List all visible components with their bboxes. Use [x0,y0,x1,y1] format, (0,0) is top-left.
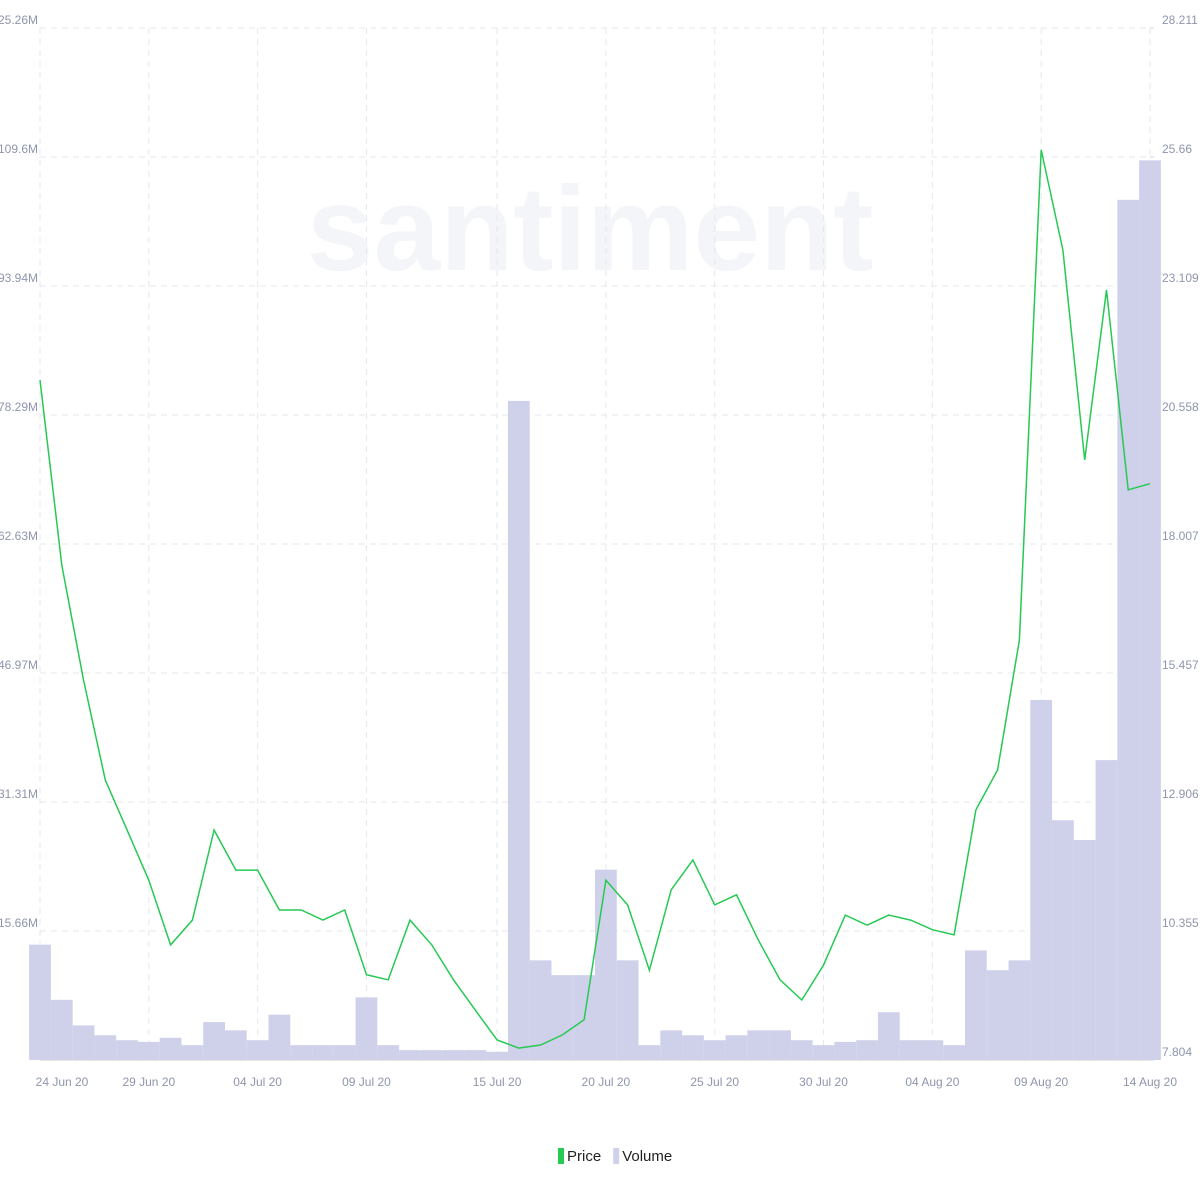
x-tick-label: 04 Aug 20 [905,1075,959,1089]
y-tick-label: 46.97M [0,658,38,672]
volume-bar [290,1045,313,1060]
volume-bar [943,1045,965,1060]
watermark: santiment [307,162,874,296]
volume-bar [638,1045,661,1060]
volume-bar [899,1040,922,1060]
volume-bar [464,1050,487,1060]
y2-tick-label: 28.211 [1162,13,1198,27]
volume-bar [50,999,73,1060]
volume-bar [1073,840,1096,1060]
volume-bar [529,960,552,1060]
volume-bar [225,1030,247,1060]
volume-bar [986,970,1009,1060]
volume-bar [1139,160,1161,1060]
volume-bar [769,1030,791,1060]
volume-bar [660,1030,683,1060]
x-tick-label: 29 Jun 20 [122,1075,175,1089]
volume-bar [420,1050,443,1060]
x-tick-label: 30 Jul 20 [799,1075,848,1089]
volume-bar [747,1030,770,1060]
volume-bar [616,960,639,1060]
y-tick-label: 78.29M [0,400,38,414]
volume-bar [921,1040,944,1060]
y2-tick-label: 18.007 [1162,529,1199,543]
price-line [39,149,1151,1049]
legend-label: Volume [622,1148,672,1165]
volume-bar [1030,699,1053,1060]
volume-bar [94,1035,117,1060]
volume-bar [790,1040,813,1060]
y-tick-label: 93.94M [0,271,38,285]
volume-bar [812,1045,835,1060]
volume-bar [246,1040,269,1060]
volume-bar [725,1035,748,1060]
volume-bar [203,1022,225,1060]
x-tick-label: 20 Jul 20 [582,1075,631,1089]
volume-bar [551,975,574,1060]
volume-bar [486,1051,508,1060]
y2-tick-label: 15.457 [1162,658,1199,672]
x-tick-label: 04 Jul 20 [233,1075,282,1089]
volume-bar [355,997,378,1060]
volume-bar [181,1045,204,1060]
volume-bar [965,950,987,1060]
x-tick-label: 24 Jun 20 [36,1075,89,1089]
volume-bar [595,869,617,1060]
y-tick-label: 62.63M [0,529,38,543]
y-tick-label: 109.6M [0,142,38,156]
volume-bar [442,1050,465,1060]
y-tick-label: 31.31M [0,787,38,801]
volume-bar [137,1041,160,1060]
x-tick-label: 09 Jul 20 [342,1075,391,1089]
x-tick-label: 14 Aug 20 [1123,1075,1177,1089]
y2-tick-label: 7.804 [1162,1045,1192,1059]
volume-bar [1052,820,1074,1060]
y2-tick-label: 20.558 [1162,400,1199,414]
volume-bar [72,1025,95,1060]
volume-bar [856,1040,878,1060]
volume-bar [877,1012,900,1060]
legend-swatch [613,1148,620,1164]
y2-tick-label: 25.66 [1162,142,1192,156]
volume-bar [116,1040,138,1060]
volume-bar [703,1040,726,1060]
volume-bar [159,1037,182,1060]
volume-bar [834,1041,857,1060]
x-tick-label: 15 Jul 20 [473,1075,522,1089]
volume-bar [268,1014,291,1060]
volume-bar [682,1035,704,1060]
x-tick-label: 09 Aug 20 [1014,1075,1068,1089]
volume-bar [333,1045,356,1060]
legend-label: Price [567,1148,601,1165]
volume-bar [1117,199,1140,1061]
volume-bar [1008,960,1031,1060]
volume-bar [29,944,51,1060]
volume-bar [1095,760,1118,1060]
volume-bar [312,1045,334,1060]
volume-bar [399,1050,421,1060]
volume-bar [507,400,530,1060]
x-tick-label: 25 Jul 20 [690,1075,739,1089]
y2-tick-label: 23.109 [1162,271,1199,285]
y-tick-label: 15.66M [0,916,38,930]
y2-tick-label: 10.355 [1162,916,1199,930]
y-tick-label: 125.26M [0,13,38,27]
legend-swatch [558,1148,564,1164]
volume-bar [377,1045,400,1060]
y2-tick-label: 12.906 [1162,787,1199,801]
